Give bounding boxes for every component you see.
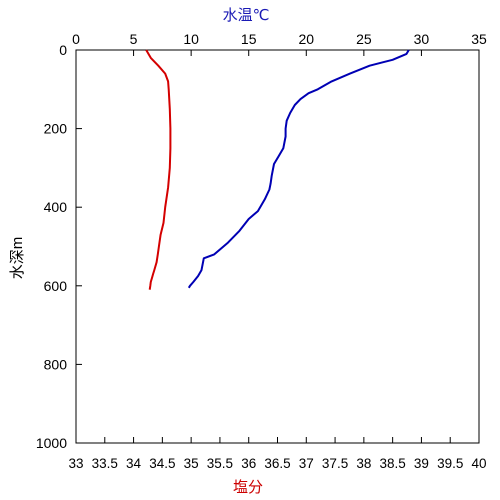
salinity-line (145, 49, 172, 290)
top-tick-label: 15 (241, 31, 257, 47)
top-tick-label: 0 (72, 31, 80, 47)
bottom-tick-label: 33.5 (92, 456, 118, 471)
bottom-tick-label: 36.5 (264, 456, 290, 471)
bottom-tick-label: 34.5 (149, 456, 175, 471)
bottom-tick-label: 38.5 (380, 456, 406, 471)
y-tick-label: 600 (44, 278, 68, 294)
bottom-tick-label: 37 (299, 456, 314, 471)
bottom-tick-label: 40 (471, 456, 486, 471)
bottom-tick-label: 39 (414, 456, 429, 471)
top-tick-label: 35 (471, 31, 487, 47)
top-tick-label: 20 (298, 31, 314, 47)
top-tick-label: 30 (414, 31, 430, 47)
y-axis-title: 水深m (9, 237, 26, 280)
bottom-tick-label: 33 (68, 456, 83, 471)
ticks-layer: 0 200 400 600 800 1000 0 5 10 15 20 25 30 35 33 33.5 34 3… (36, 31, 487, 471)
top-tick-label: 5 (130, 31, 138, 47)
bottom-tick-label: 35.5 (207, 456, 233, 471)
top-axis-title: 水温℃ (223, 7, 270, 24)
top-tick-label: 10 (183, 31, 199, 47)
y-tick-label: 800 (44, 356, 68, 372)
bottom-tick-label: 39.5 (437, 456, 463, 471)
plot-frame (75, 49, 480, 444)
y-tick-label: 400 (44, 199, 68, 215)
top-tick-label: 25 (356, 31, 372, 47)
bottom-tick-label: 34 (126, 456, 142, 471)
y-tick-label: 1000 (36, 435, 67, 451)
bottom-tick-label: 38 (356, 456, 371, 471)
series-layer (145, 49, 410, 290)
bottom-tick-label: 35 (184, 456, 199, 471)
y-tick-label: 0 (59, 42, 67, 58)
bottom-tick-label: 36 (241, 456, 256, 471)
y-tick-label: 200 (44, 121, 68, 137)
temperature-line (187, 49, 410, 289)
bottom-axis-title: 塩分 (233, 479, 263, 496)
bottom-tick-label: 37.5 (322, 456, 348, 471)
